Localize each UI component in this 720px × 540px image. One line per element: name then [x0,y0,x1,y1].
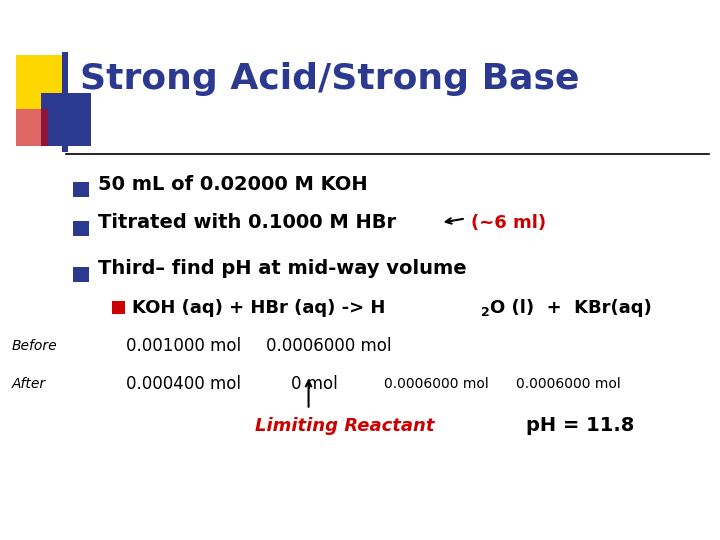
Bar [16,55,66,109]
Bar [73,183,89,198]
Text: Limiting Reactant: Limiting Reactant [255,417,434,435]
Text: 0 mol: 0 mol [291,375,338,393]
Text: (~6 ml): (~6 ml) [472,214,546,232]
Text: 0.0006000 mol: 0.0006000 mol [516,377,621,391]
Bar [73,267,89,282]
Text: 0.0006000 mol: 0.0006000 mol [384,377,488,391]
Bar [40,93,91,146]
Text: Titrated with 0.1000 M HBr: Titrated with 0.1000 M HBr [98,213,396,232]
Text: 0.001000 mol: 0.001000 mol [127,338,241,355]
Text: 2: 2 [482,307,490,320]
Text: O (l)  +  KBr(aq): O (l) + KBr(aq) [490,299,652,316]
Bar [73,221,89,236]
Text: Strong Acid/Strong Base: Strong Acid/Strong Base [80,62,580,96]
Text: KOH (aq) + HBr (aq) -> H: KOH (aq) + HBr (aq) -> H [132,299,385,316]
Text: 50 mL of 0.02000 M KOH: 50 mL of 0.02000 M KOH [98,174,367,193]
Bar [62,52,68,152]
Text: After: After [12,377,46,391]
Text: Third– find pH at mid-way volume: Third– find pH at mid-way volume [98,259,467,278]
Bar [16,109,48,146]
Text: Before: Before [12,339,58,353]
Text: 0.000400 mol: 0.000400 mol [127,375,241,393]
Text: pH = 11.8: pH = 11.8 [526,416,635,435]
Bar [112,301,125,314]
Text: 0.0006000 mol: 0.0006000 mol [266,338,391,355]
